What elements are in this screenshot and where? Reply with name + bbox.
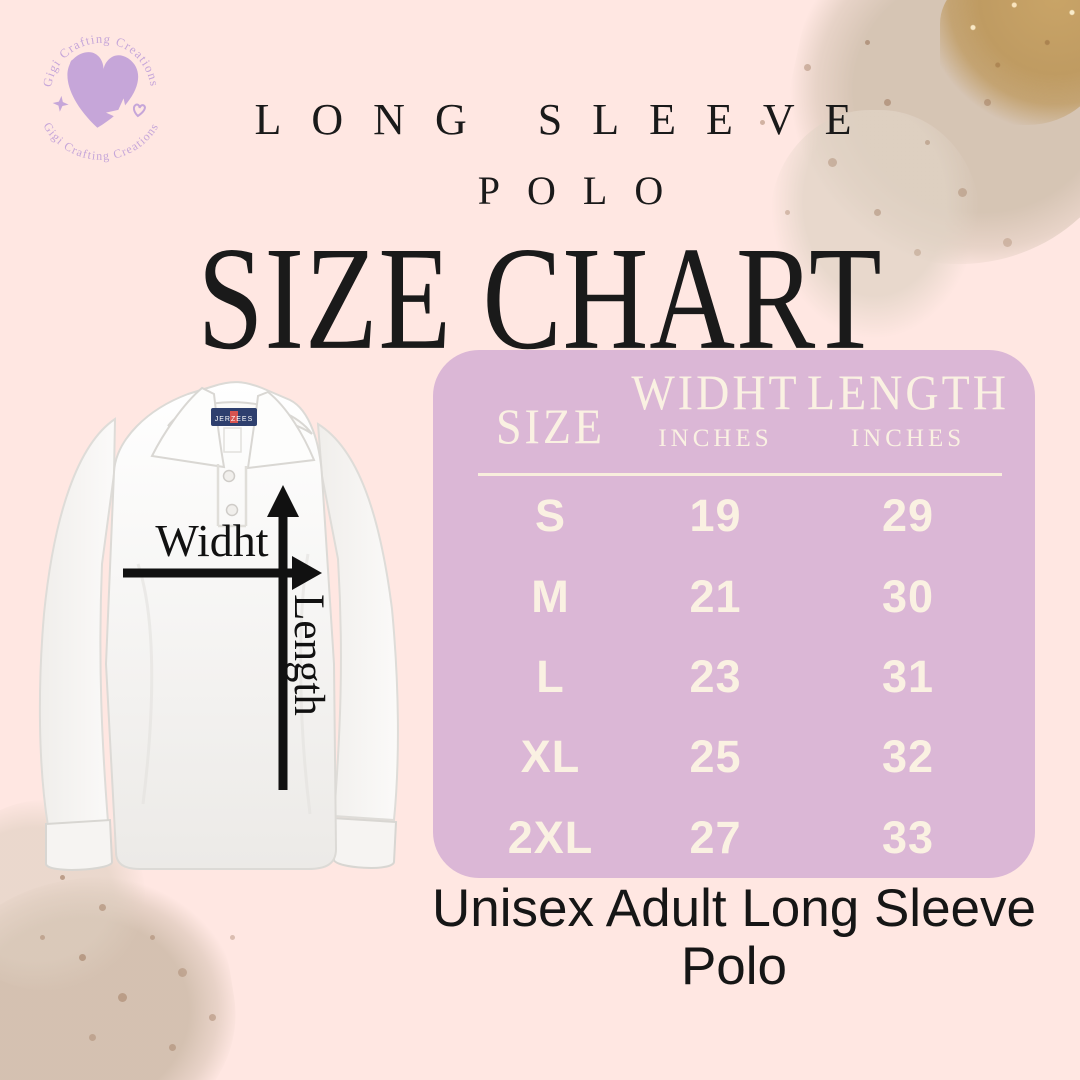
brand-tag-text: JERZEES <box>215 416 254 423</box>
size-table-body: S 19 29 M 21 30 L 23 31 XL 25 32 2XL 27 <box>478 476 1008 878</box>
table-row: 2XL 27 33 <box>478 798 1008 878</box>
shirt-right-sleeve <box>316 422 399 822</box>
title-kicker: LONG SLEEVE <box>254 95 882 144</box>
length-cell: 33 <box>881 811 935 863</box>
length-arrow <box>267 485 299 790</box>
length-cell: 31 <box>881 651 935 703</box>
table-row: S 19 29 <box>478 476 1008 556</box>
table-row: L 23 31 <box>478 637 1008 717</box>
length-arrow-label: Length <box>285 594 332 716</box>
width-cell: 23 <box>689 651 742 703</box>
title-block: LONG SLEEVE POLO SIZE CHART <box>0 94 1080 380</box>
brand-tag-red-square <box>230 411 238 423</box>
length-cell: 32 <box>881 731 935 783</box>
length-cell: 29 <box>881 490 935 542</box>
brand-logo: Gigi Crafting Creations Gigi Crafting Cr… <box>40 32 160 163</box>
size-cell: M <box>531 570 570 622</box>
width-cell: 21 <box>689 570 742 622</box>
tiny-heart-icon <box>132 103 146 118</box>
size-cell: S <box>534 490 566 542</box>
width-cell: 19 <box>689 490 742 542</box>
sparkle-icon <box>105 98 138 131</box>
shirt-measurement-diagram: JERZEES Widht Length <box>38 381 399 871</box>
button <box>225 503 239 517</box>
speckles-bottom-left <box>60 875 65 880</box>
header-divider <box>478 473 1002 476</box>
size-cell: L <box>536 651 565 703</box>
size-table-header: SIZE WIDHT INCHES LENGTH INCHES <box>478 364 1009 455</box>
width-arrow-label: Widht <box>155 515 268 566</box>
size-cell: 2XL <box>507 811 594 863</box>
column-header-width: WIDHT <box>631 364 800 421</box>
caption-line2: Polo <box>680 937 788 996</box>
column-header-width-unit: INCHES <box>658 425 773 452</box>
title-subkicker: POLO <box>477 168 691 213</box>
width-cell: 27 <box>689 811 742 863</box>
shirt-left-cuff <box>45 818 114 871</box>
button <box>222 469 236 483</box>
tiny-sparkle-icon <box>52 95 69 112</box>
caption-line1: Unisex Adult Long Sleeve <box>431 879 1036 938</box>
table-row: XL 25 32 <box>478 717 1008 797</box>
heart-icon <box>52 52 146 131</box>
care-label <box>223 427 242 453</box>
size-table-panel: SIZE WIDHT INCHES LENGTH INCHES S 19 29 … <box>433 350 1035 878</box>
size-cell: XL <box>520 731 581 783</box>
shirt-right-cuff <box>330 816 398 869</box>
product-caption: Unisex Adult Long Sleeve Polo <box>394 880 1074 996</box>
width-cell: 25 <box>689 731 742 783</box>
speckles-top-right <box>865 40 870 45</box>
shirt-left-sleeve <box>38 417 117 828</box>
width-arrow <box>123 556 322 590</box>
table-row: M 21 30 <box>478 556 1008 636</box>
column-header-length-unit: INCHES <box>850 425 966 452</box>
shirt-placket <box>216 464 248 528</box>
length-cell: 30 <box>881 570 935 622</box>
column-header-size: SIZE <box>495 398 606 455</box>
column-header-length: LENGTH <box>807 364 1009 421</box>
